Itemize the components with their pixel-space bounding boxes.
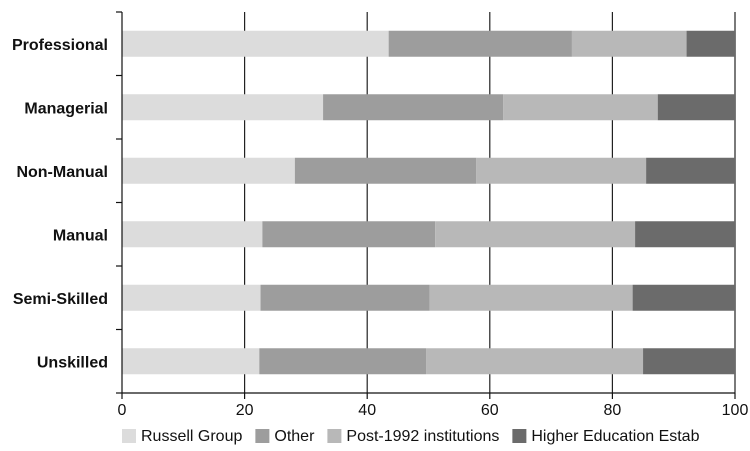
bar-non-manual-series-0 — [122, 157, 295, 184]
category-label: Manual — [53, 227, 108, 244]
bar-professional-series-0 — [122, 30, 389, 57]
gridlines — [244, 12, 736, 393]
bar-manual-series-0 — [122, 221, 263, 248]
bar-manual-series-3 — [635, 221, 735, 248]
bars — [122, 30, 735, 375]
bar-manual-series-1 — [262, 221, 436, 248]
bar-non-manual-series-1 — [294, 157, 477, 184]
bar-manual-series-2 — [435, 221, 636, 248]
bar-professional-series-2 — [571, 30, 687, 57]
bar-managerial-series-0 — [122, 94, 324, 121]
x-tick-label: 80 — [604, 402, 622, 419]
bar-non-manual-series-2 — [476, 157, 647, 184]
bar-semi-skilled-series-1 — [260, 284, 430, 311]
bar-semi-skilled-series-2 — [429, 284, 633, 311]
bar-unskilled-series-0 — [122, 348, 260, 375]
bar-unskilled-series-1 — [259, 348, 427, 375]
category-label: Managerial — [24, 100, 108, 117]
bar-professional-series-3 — [686, 30, 735, 57]
bar-semi-skilled-series-0 — [122, 284, 261, 311]
legend-label: Russell Group — [141, 428, 242, 445]
category-label: Unskilled — [37, 354, 108, 371]
x-tick-label: 0 — [118, 402, 127, 419]
legend-label: Post-1992 institutions — [346, 428, 499, 445]
bar-managerial-series-2 — [503, 94, 658, 121]
legend-label: Higher Education Estab — [531, 428, 699, 445]
x-tick-label: 60 — [481, 402, 499, 419]
legend-swatch — [255, 429, 270, 443]
bar-unskilled-series-2 — [426, 348, 644, 375]
bar-non-manual-series-3 — [646, 157, 735, 184]
category-label: Professional — [12, 37, 108, 54]
legend-swatch — [122, 429, 136, 443]
bar-professional-series-1 — [388, 30, 572, 57]
legend: Russell Group Other Post-1992 institutions… — [122, 428, 700, 445]
category-labels: Professional Managerial Non-Manual Manual Se… — [12, 37, 108, 372]
axes — [116, 11, 736, 399]
legend-label: Other — [274, 428, 315, 445]
x-tick-labels: 0 20 40 60 80 100 — [118, 402, 749, 419]
category-label: Semi-Skilled — [13, 291, 108, 308]
legend-swatch — [512, 429, 527, 443]
x-tick-label: 40 — [358, 402, 376, 419]
bar-unskilled-series-3 — [643, 348, 735, 375]
category-label: Non-Manual — [16, 164, 108, 181]
x-tick-label: 20 — [236, 402, 254, 419]
bar-managerial-series-3 — [657, 94, 735, 121]
bar-managerial-series-1 — [323, 94, 504, 121]
bar-semi-skilled-series-3 — [632, 284, 735, 311]
x-tick-label: 100 — [722, 402, 749, 419]
legend-swatch — [327, 429, 342, 443]
